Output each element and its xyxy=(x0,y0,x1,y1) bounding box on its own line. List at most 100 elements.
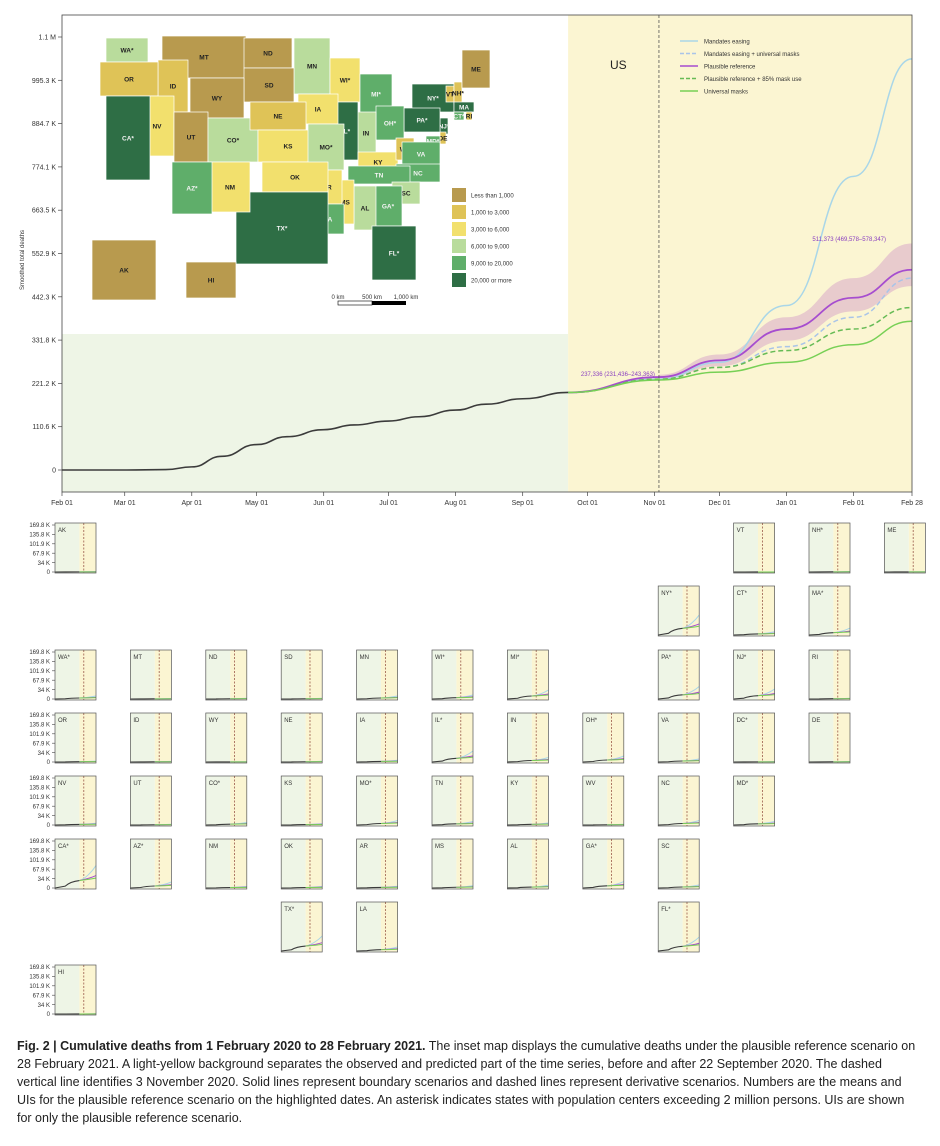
panel-observed-line xyxy=(507,823,532,826)
panel-observed-bg xyxy=(507,650,532,700)
panel-observed-line xyxy=(733,823,759,826)
panel-predicted-bg xyxy=(230,839,247,889)
panel-state-label: KS xyxy=(284,781,292,787)
y-tick-label: 331.8 K xyxy=(32,338,56,345)
panel-predicted-bg xyxy=(79,965,96,1015)
map-state-label: AL xyxy=(361,206,370,213)
panel-observed-line xyxy=(507,759,532,763)
map-state-oh: OH* xyxy=(375,105,405,141)
map-state-label: ME xyxy=(471,67,481,74)
panel-observed-line xyxy=(356,697,382,700)
panel-state-label: MT xyxy=(133,655,142,661)
map-state-label: CT* xyxy=(453,114,465,121)
panel-predicted-bg xyxy=(381,650,398,700)
map-state-shape xyxy=(235,191,329,265)
panel-frame xyxy=(431,649,474,701)
map-legend-label: 6,000 to 9,000 xyxy=(471,245,510,251)
panel-observed-bg xyxy=(809,523,834,573)
map-state-shape xyxy=(465,111,473,121)
state-panel-dc: DC* xyxy=(733,712,775,764)
scale-bar-label: 0 km xyxy=(331,295,344,301)
legend-label: Mandates easing + universal masks xyxy=(704,52,800,58)
state-small-multiples: AK 0 34 K 67.9 K 101.9 K 135.8 K 169.8 K VT NH* M… xyxy=(29,522,926,1018)
panel-frame xyxy=(54,649,97,701)
panel-observed-line xyxy=(281,945,306,952)
panel-observed-line xyxy=(54,823,80,826)
panel-observed-bg xyxy=(281,713,306,763)
panel-predicted-bg xyxy=(531,650,549,700)
panel-observed-bg xyxy=(582,776,608,826)
panel-frame xyxy=(884,522,926,574)
panel-predicted-bg xyxy=(607,713,624,763)
map-legend-label: 3,000 to 6,000 xyxy=(471,228,510,234)
map-state-in: IN xyxy=(355,111,377,155)
map-state-label: RI xyxy=(466,114,473,121)
legend-label: Mandates easing xyxy=(704,40,750,46)
map-state-ok: OK xyxy=(261,161,329,193)
panel-state-label: LA xyxy=(360,907,367,913)
state-panel-md: MD* xyxy=(733,775,775,827)
panel-state-label: SD xyxy=(284,655,293,661)
panel-predicted-bg xyxy=(79,650,96,700)
panel-y-tick-label: 135.8 K xyxy=(29,975,50,981)
panel-frame xyxy=(205,838,248,890)
y-tick-label: 1.1 M xyxy=(38,35,56,42)
state-panel-fl: FL* xyxy=(657,901,700,953)
panel-state-label: NV xyxy=(58,781,66,787)
x-axis-ticks: Feb 01 Mar 01 Apr 01 May 01 Jun 01 Jul 01 Aug … xyxy=(51,492,923,507)
panel-predicted-bg xyxy=(833,586,850,636)
panel-predicted-bg xyxy=(381,839,398,889)
panel-observed-bg xyxy=(809,713,834,763)
panel-frame xyxy=(733,712,775,764)
panel-frame xyxy=(431,712,474,764)
map-state-shape xyxy=(249,101,307,131)
panel-predicted-bg xyxy=(531,839,549,889)
panel-observed-bg xyxy=(55,776,80,826)
map-state-label: NC xyxy=(413,171,423,178)
panel-observed-bg xyxy=(205,839,231,889)
map-legend-swatch xyxy=(452,205,466,219)
x-tick-label: Nov 01 xyxy=(644,500,666,507)
panel-observed-bg xyxy=(356,650,382,700)
panel-state-label: KY xyxy=(510,781,518,787)
panel-predicted-bg xyxy=(230,776,247,826)
panel-masks-line xyxy=(154,884,172,887)
state-panel-nv: NV 0 34 K 67.9 K 101.9 K 135.8 K 169.8 K xyxy=(29,775,97,829)
panel-state-label: GA* xyxy=(586,844,598,850)
panel-observed-line xyxy=(658,760,683,763)
panel-observed-line xyxy=(356,822,382,826)
panel-predicted-bg xyxy=(531,776,549,826)
panel-observed-line xyxy=(431,886,457,889)
map-legend-label: Less than 1,000 xyxy=(471,194,514,200)
panel-observed-line xyxy=(54,697,80,700)
panel-frame xyxy=(733,775,775,827)
scale-bar-black xyxy=(372,301,406,305)
panel-state-label: OK xyxy=(284,844,293,850)
map-legend-label: 9,000 to 20,000 xyxy=(471,262,513,268)
x-tick-label: Dec 01 xyxy=(708,500,730,507)
panel-observed-line xyxy=(356,949,382,952)
panel-frame xyxy=(205,649,248,701)
panel-y-tick-label: 34 K xyxy=(38,561,50,567)
panel-frame xyxy=(130,838,172,890)
state-panel-de: DE xyxy=(808,712,851,764)
state-panel-nj: NJ* xyxy=(733,649,775,701)
state-panel-wv: WV xyxy=(582,775,625,827)
panel-state-label: CT* xyxy=(737,591,748,597)
state-panel-wy: WY xyxy=(205,712,248,764)
map-state-label: PA* xyxy=(416,118,428,125)
observed-background xyxy=(62,334,569,492)
figure-canvas: 0 110.6 K 221.2 K 331.8 K 442.3 K 552.9 K 663.… xyxy=(20,14,926,1018)
panel-observed-line xyxy=(582,885,608,889)
panel-state-label: TX* xyxy=(284,907,295,913)
panel-predicted-bg xyxy=(305,650,323,700)
panel-y-tick-label: 34 K xyxy=(38,688,50,694)
panel-frame xyxy=(280,901,323,953)
map-state-nm: NM xyxy=(209,161,251,213)
panel-frame xyxy=(582,775,625,827)
panel-frame xyxy=(808,712,851,764)
panel-observed-bg xyxy=(130,713,155,763)
x-tick-label: Feb 01 xyxy=(51,500,73,507)
panel-state-label: AK xyxy=(58,528,66,534)
panel-frame xyxy=(54,522,97,574)
